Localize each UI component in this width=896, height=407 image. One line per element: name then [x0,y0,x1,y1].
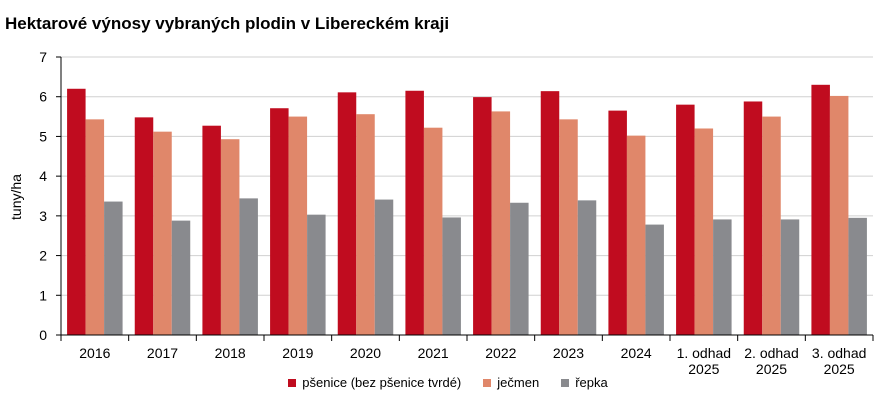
x-tick-label: 2025 [756,361,787,377]
y-tick-label: 7 [39,49,47,65]
bar [559,119,578,335]
bar [220,139,240,335]
x-tick-label: 2023 [553,345,584,361]
legend-label: ječmen [497,375,540,390]
gridlines [61,56,873,296]
bar [645,224,664,335]
x-tick-labels: 2016 2017 2018 2019 2020 2021 2022 2023 2024 1. o… [79,345,866,377]
y-tick-labels: 0 1 2 3 4 5 6 7 [39,49,47,343]
legend-label: pšenice (bez pšenice tvrdé) [302,375,462,390]
bar [694,128,714,335]
legend-item: řepka [561,375,608,390]
bar [780,219,800,335]
x-tick-label: 3. odhad [812,345,867,361]
bar [67,88,86,336]
legend-item: ječmen [483,375,539,390]
bar [848,217,867,335]
y-axis-label: tuny/ha [8,174,24,220]
x-tick-label: 2017 [147,345,178,361]
bar [829,95,849,335]
bar [577,200,597,335]
bar [134,117,154,335]
bar [811,84,830,335]
bar [608,110,627,335]
bars [67,84,867,336]
legend-item: pšenice (bez pšenice tvrdé) [288,375,461,390]
bar [473,97,492,336]
bar [405,90,424,335]
x-tick-label: 2022 [485,345,516,361]
legend: pšenice (bez pšenice tvrdé) ječmen řepka [0,375,896,390]
x-tick-label: 1. odhad [677,345,732,361]
y-tick-label: 1 [39,287,47,303]
bar [171,220,191,335]
bar [762,116,781,335]
chart-title: Hektarové výnosy vybraných plodin v Libe… [5,14,450,33]
x-tick-label: 2016 [79,345,110,361]
x-tick-label: 2020 [350,345,381,361]
bar [337,92,357,336]
x-tick-label: 2019 [282,345,313,361]
bar [202,125,221,335]
bar [85,119,105,335]
bar [423,127,443,335]
bar [713,219,732,335]
y-tick-label: 2 [39,248,47,264]
bar [270,108,289,335]
bar [307,214,326,335]
bar [540,91,560,335]
y-tick-label: 3 [39,208,47,224]
y-tick-label: 6 [39,89,47,105]
y-tick-label: 0 [39,327,47,343]
bar [442,217,461,335]
x-tick-label: 2024 [621,345,652,361]
x-tick-label: 2025 [824,361,855,377]
x-tick-label: 2018 [215,345,246,361]
bar [374,199,394,335]
bar [153,131,172,335]
legend-label: řepka [575,375,608,390]
x-tick-label: 2. odhad [744,345,799,361]
y-tick-label: 5 [39,128,47,144]
bar [743,101,763,335]
bar [288,116,308,335]
bar [356,114,375,335]
legend-swatch [561,378,570,387]
axes [56,56,874,341]
bar [676,104,695,336]
legend-swatch [483,378,492,387]
y-tick-label: 4 [39,168,47,184]
legend-swatch [288,378,297,387]
bar [491,111,511,335]
bar [510,202,529,335]
x-tick-label: 2021 [418,345,449,361]
x-tick-label: 2025 [688,361,719,377]
bar [239,198,258,335]
bar [104,201,123,335]
bar [626,135,646,335]
